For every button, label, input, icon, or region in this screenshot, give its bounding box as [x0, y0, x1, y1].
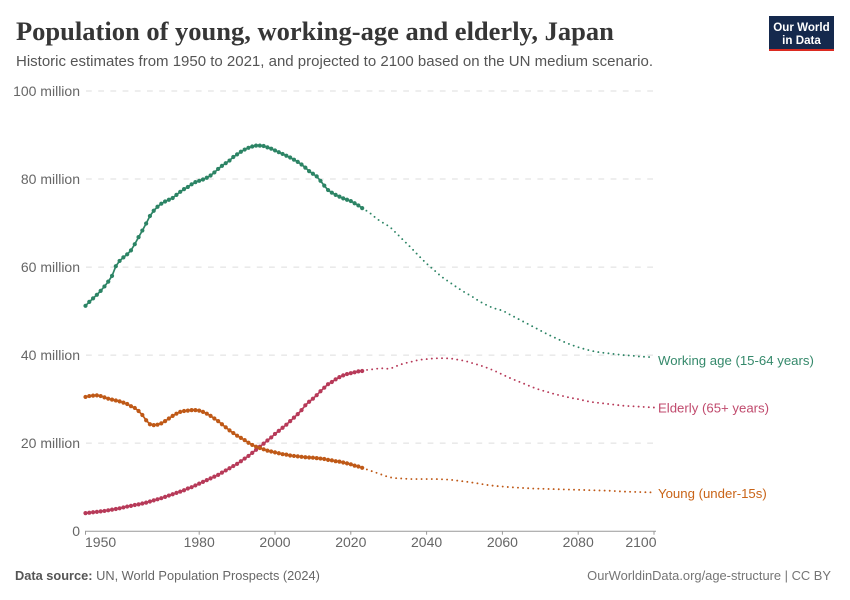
- svg-text:Young (under-15s): Young (under-15s): [658, 486, 767, 501]
- svg-text:1980: 1980: [184, 534, 215, 550]
- svg-text:0: 0: [72, 523, 80, 539]
- svg-text:100 million: 100 million: [13, 83, 80, 99]
- svg-text:1950: 1950: [85, 534, 116, 550]
- svg-text:2020: 2020: [335, 534, 366, 550]
- svg-text:60 million: 60 million: [21, 259, 80, 275]
- svg-text:2080: 2080: [563, 534, 594, 550]
- svg-text:2000: 2000: [259, 534, 290, 550]
- svg-text:Elderly (65+ years): Elderly (65+ years): [658, 401, 769, 416]
- svg-text:Working age (15-64 years): Working age (15-64 years): [658, 353, 814, 368]
- svg-text:40 million: 40 million: [21, 347, 80, 363]
- svg-text:20 million: 20 million: [21, 435, 80, 451]
- svg-text:2040: 2040: [411, 534, 442, 550]
- svg-text:2060: 2060: [487, 534, 518, 550]
- svg-text:2100: 2100: [625, 534, 656, 550]
- svg-text:80 million: 80 million: [21, 171, 80, 187]
